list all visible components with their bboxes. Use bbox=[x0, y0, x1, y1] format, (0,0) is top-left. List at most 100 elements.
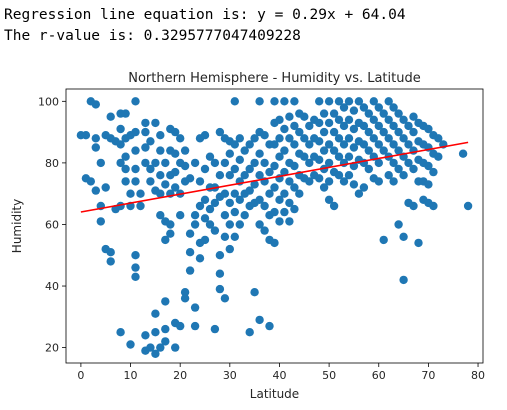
scatter-point bbox=[116, 158, 125, 168]
scatter-point bbox=[161, 324, 170, 334]
y-axis-title: Humidity bbox=[10, 199, 24, 253]
x-tick-label: 0 bbox=[77, 369, 84, 382]
scatter-point bbox=[121, 164, 130, 174]
scatter-point bbox=[389, 158, 398, 168]
scatter-point bbox=[384, 171, 393, 180]
scatter-point bbox=[91, 186, 101, 195]
scatter-point bbox=[190, 303, 200, 312]
scatter-point bbox=[195, 177, 205, 186]
scatter-point bbox=[200, 214, 210, 223]
scatter-point bbox=[319, 183, 329, 192]
scatter-point bbox=[131, 97, 140, 106]
scatter-point bbox=[210, 198, 220, 208]
scatter-point bbox=[116, 140, 125, 149]
scatter-point bbox=[319, 127, 329, 137]
scatter-point bbox=[131, 251, 140, 260]
x-tick-label: 60 bbox=[372, 369, 386, 382]
scatter-point bbox=[190, 211, 200, 220]
r-value-text: The r-value is: 0.3295777047409228 bbox=[4, 28, 301, 44]
scatter-point bbox=[171, 167, 180, 177]
scatter-point bbox=[275, 195, 284, 204]
scatter-point bbox=[364, 146, 373, 155]
scatter-point bbox=[116, 328, 125, 337]
scatter-point bbox=[161, 180, 170, 189]
scatter-point bbox=[324, 140, 334, 149]
scatter-point bbox=[434, 152, 443, 161]
scatter-point bbox=[389, 140, 398, 149]
scatter-point bbox=[290, 140, 299, 149]
scatter-point bbox=[141, 118, 150, 128]
scatter-point bbox=[434, 134, 443, 143]
scatter-point bbox=[329, 146, 339, 155]
scatter-point bbox=[146, 137, 155, 146]
scatter-point bbox=[151, 118, 160, 128]
scatter-point bbox=[176, 211, 185, 220]
scatter-point bbox=[141, 331, 150, 340]
scatter-point bbox=[349, 180, 359, 189]
scatter-point bbox=[374, 121, 383, 131]
scatter-point bbox=[185, 229, 195, 238]
scatter-point bbox=[230, 232, 239, 241]
scatter-point bbox=[250, 288, 259, 297]
scatter-point bbox=[215, 284, 225, 294]
scatter-point bbox=[171, 149, 180, 158]
scatter-point bbox=[424, 180, 433, 189]
scatter-point bbox=[339, 140, 349, 149]
y-tick-label: 80 bbox=[45, 157, 59, 170]
x-tick-label: 10 bbox=[124, 369, 138, 382]
scatter-point bbox=[215, 127, 225, 137]
scatter-point bbox=[131, 263, 140, 272]
scatter-point bbox=[131, 127, 140, 137]
scatter-point bbox=[359, 103, 369, 112]
scatter-point bbox=[275, 115, 284, 125]
scatter-point bbox=[220, 158, 230, 168]
scatter-point bbox=[195, 201, 205, 211]
scatter-point bbox=[270, 207, 279, 217]
scatter-point bbox=[101, 183, 110, 192]
scatter-point bbox=[151, 328, 160, 337]
scatter-point bbox=[359, 183, 369, 192]
scatter-point bbox=[235, 195, 244, 204]
scatter-point bbox=[195, 254, 205, 263]
scatter-point bbox=[235, 220, 244, 229]
scatter-point bbox=[245, 328, 254, 337]
scatter-point bbox=[255, 171, 264, 180]
scatter-point bbox=[171, 343, 180, 352]
scatter-point bbox=[409, 201, 418, 211]
scatter-point bbox=[185, 266, 195, 275]
scatter-point bbox=[96, 217, 106, 226]
scatter-point bbox=[305, 158, 314, 168]
scatter-point bbox=[394, 127, 403, 137]
scatter-point bbox=[270, 161, 279, 171]
scatter-points bbox=[76, 97, 473, 358]
scatter-point bbox=[424, 161, 433, 171]
scatter-point bbox=[106, 248, 115, 257]
scatter-point bbox=[409, 127, 418, 137]
scatter-point bbox=[364, 109, 373, 118]
scatter-point bbox=[255, 149, 264, 158]
scatter-point bbox=[334, 97, 344, 106]
scatter-point bbox=[324, 97, 334, 106]
scatter-point bbox=[324, 195, 334, 204]
scatter-point bbox=[91, 100, 101, 109]
chart-title: Northern Hemisphere - Humidity vs. Latit… bbox=[128, 71, 420, 86]
scatter-point bbox=[349, 124, 359, 134]
regression-line-group bbox=[80, 141, 469, 213]
scatter-point bbox=[414, 238, 423, 248]
scatter-point bbox=[180, 146, 190, 155]
scatter-point bbox=[404, 121, 413, 131]
scatter-point bbox=[315, 174, 324, 183]
scatter-point bbox=[374, 103, 383, 112]
scatter-point bbox=[121, 177, 130, 186]
scatter-point bbox=[379, 127, 388, 137]
scatter-point bbox=[305, 140, 314, 149]
scatter-point bbox=[334, 152, 344, 161]
scatter-point bbox=[166, 220, 175, 229]
scatter-point bbox=[255, 97, 264, 106]
scatter-point bbox=[121, 152, 130, 161]
scatter-point bbox=[156, 146, 165, 155]
y-tick-label: 20 bbox=[45, 342, 59, 355]
scatter-point bbox=[161, 235, 170, 245]
scatter-point bbox=[235, 155, 244, 164]
scatter-point bbox=[424, 124, 433, 134]
